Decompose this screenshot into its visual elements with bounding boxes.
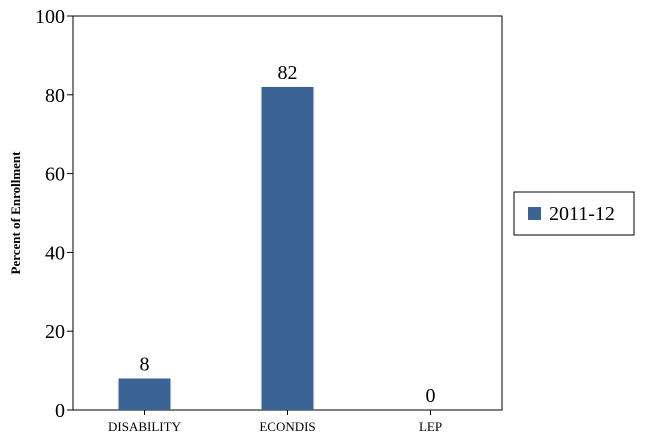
legend-swatch [528, 207, 541, 220]
y-axis-label: Percent of Enrollment [8, 151, 23, 275]
data-label: 82 [278, 62, 298, 84]
bars [118, 86, 314, 411]
x-tick-label: DISABILITY [108, 419, 182, 434]
bar [118, 378, 171, 410]
legend-box [513, 191, 635, 236]
x-tick-label: LEP [419, 419, 442, 434]
bar [261, 86, 314, 411]
y-tick-label: 60 [45, 164, 65, 186]
y-tick-label: 40 [45, 242, 65, 264]
x-tick-label: ECONDIS [259, 419, 315, 434]
y-tick-label: 80 [45, 85, 65, 107]
y-tick-label: 0 [55, 400, 65, 422]
y-tick-label: 20 [45, 321, 65, 343]
data-labels: 8 82 0 [140, 62, 436, 407]
y-axis-ticks: 0 20 40 60 80 100 [35, 6, 73, 422]
legend: 2011-12 [513, 191, 635, 236]
x-axis-ticks: DISABILITY ECONDIS LEP [108, 410, 442, 434]
legend-label: 2011-12 [549, 203, 615, 225]
data-label: 8 [140, 353, 150, 375]
y-tick-label: 100 [35, 6, 65, 28]
data-label: 0 [426, 385, 436, 407]
